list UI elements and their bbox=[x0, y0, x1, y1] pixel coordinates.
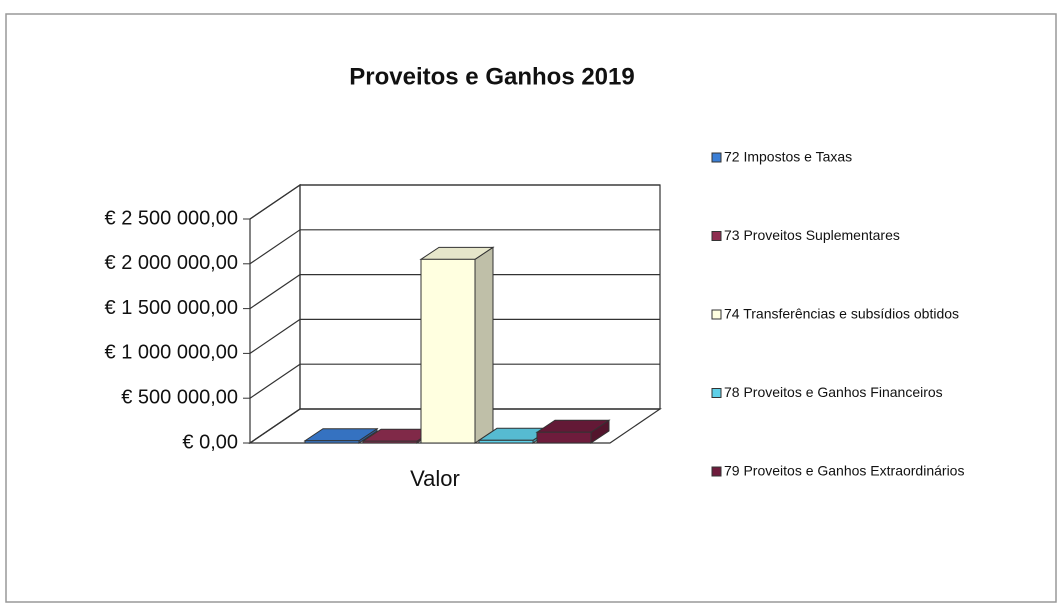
grid-line bbox=[249, 363, 660, 399]
grid-line bbox=[249, 318, 660, 354]
bar bbox=[304, 440, 360, 444]
grid-line bbox=[249, 408, 660, 444]
chart-title: Proveitos e Ganhos 2019 bbox=[349, 63, 634, 90]
legend-label: 72 Impostos e Taxas bbox=[724, 149, 852, 165]
y-tick-label: € 1 500 000,00 bbox=[105, 297, 238, 319]
bar bbox=[536, 431, 592, 444]
bar bbox=[478, 439, 534, 444]
chart-border bbox=[5, 13, 1057, 603]
legend-label: 74 Transferências e subsídios obtidos bbox=[724, 306, 959, 322]
legend-swatch bbox=[711, 309, 722, 320]
bar bbox=[420, 258, 476, 444]
bar-side bbox=[474, 246, 494, 444]
legend-swatch bbox=[711, 231, 722, 241]
legend-label: 73 Proveitos Suplementares bbox=[724, 227, 900, 243]
grid-line bbox=[249, 184, 660, 220]
y-tick-label: € 0,00 bbox=[182, 431, 238, 453]
y-tick-label: € 1 000 000,00 bbox=[105, 342, 238, 364]
legend-swatch bbox=[711, 466, 722, 477]
bar bbox=[362, 440, 418, 444]
legend-label: 78 Proveitos e Ganhos Financeiros bbox=[724, 384, 943, 400]
x-tick-label: Valor bbox=[410, 466, 460, 491]
legend-swatch bbox=[711, 152, 722, 163]
grid-line bbox=[249, 274, 660, 310]
legend-swatch bbox=[711, 388, 722, 398]
y-tick-label: € 2 000 000,00 bbox=[105, 252, 238, 274]
y-tick-label: € 500 000,00 bbox=[121, 386, 238, 408]
grid-line bbox=[249, 229, 660, 265]
legend-label: 79 Proveitos e Ganhos Extraordinários bbox=[724, 463, 964, 479]
y-tick-label: € 2 500 000,00 bbox=[105, 207, 238, 229]
